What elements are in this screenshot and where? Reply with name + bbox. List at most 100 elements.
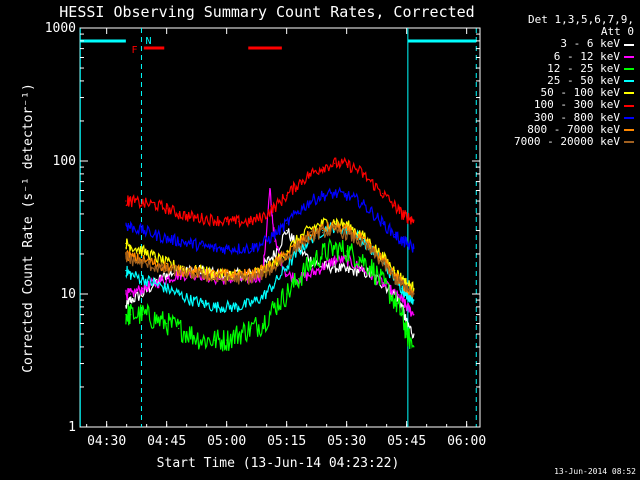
legend-entry: 7000 - 20000 keV (484, 135, 634, 148)
series-point (401, 240, 403, 242)
legend-swatch (624, 92, 634, 95)
series-lines (125, 156, 415, 352)
series-point (286, 222, 288, 224)
series-point (125, 269, 127, 272)
series-point (202, 339, 204, 341)
series-point (310, 228, 312, 230)
series-point (125, 314, 127, 316)
series-point (298, 245, 300, 247)
series-point (142, 314, 144, 316)
series-point (250, 302, 252, 304)
legend-label: 6 - 12 keV (553, 49, 620, 63)
series-point (154, 256, 156, 258)
series-line-6 (125, 186, 415, 256)
series-point (214, 247, 216, 250)
series-point (125, 242, 127, 245)
series-point (370, 266, 372, 268)
series-point (238, 247, 240, 250)
series-point (382, 282, 384, 285)
series-point (202, 217, 204, 220)
x-tick-label: 05:45 (387, 434, 426, 449)
series-point (274, 262, 276, 264)
series-point (406, 333, 408, 335)
series-point (142, 202, 144, 204)
series-point (334, 229, 336, 232)
legend-entry: 50 - 100 keV (484, 87, 634, 99)
series-point (310, 233, 312, 236)
legend-swatch (624, 141, 634, 144)
series-point (358, 269, 360, 272)
series-point (142, 250, 144, 252)
series-point (130, 299, 132, 301)
series-point (226, 247, 228, 250)
series-point (322, 266, 324, 268)
series-point (178, 269, 180, 272)
series-point (125, 256, 127, 258)
series-point (262, 296, 264, 298)
y-tick-label: 100 (53, 154, 76, 169)
series-point (130, 226, 132, 228)
series-point (401, 287, 403, 290)
legend-label: 12 - 25 keV (547, 61, 620, 75)
series-point (413, 299, 415, 301)
series-point (370, 210, 372, 212)
series-point (166, 207, 168, 210)
night-label: N (145, 36, 151, 47)
legend-entry: 800 - 7000 keV (484, 123, 634, 136)
series-point (214, 306, 216, 308)
series-point (166, 269, 168, 272)
series-point (125, 306, 127, 308)
series-point (322, 231, 324, 234)
legend-swatch (624, 43, 634, 46)
timestamp: 13-Jun-2014 08:52 (554, 467, 636, 476)
series-point (178, 240, 180, 242)
series-point (310, 273, 312, 276)
series-point (178, 213, 180, 215)
series-point (238, 333, 240, 335)
series-point (382, 262, 384, 264)
series-point (334, 192, 336, 195)
legend-label: 100 - 300 keV (533, 98, 620, 112)
series-point (401, 299, 403, 301)
legend-label: 3 - 6 keV (560, 37, 620, 51)
series-point (394, 273, 396, 276)
x-axis-label: Start Time (13-Jun-14 04:23:22) (157, 456, 400, 471)
x-tick-label: 06:00 (447, 434, 486, 449)
series-point (394, 205, 396, 207)
series-point (154, 282, 156, 285)
series-point (394, 269, 396, 272)
series-point (154, 262, 156, 264)
series-point (226, 221, 228, 223)
series-point (334, 162, 336, 164)
series-point (406, 216, 408, 218)
x-tick-label: 05:30 (327, 434, 366, 449)
series-point (125, 224, 127, 226)
series-point (322, 222, 324, 224)
series-point (274, 282, 276, 285)
series-point (322, 166, 324, 168)
legend-label: 25 - 50 keV (547, 74, 620, 88)
series-point (190, 273, 192, 276)
series-point (286, 229, 288, 232)
series-point (310, 173, 312, 175)
series-point (238, 306, 240, 308)
series-point (142, 262, 144, 264)
series-point (130, 314, 132, 316)
series-point (166, 262, 168, 264)
series-point (238, 221, 240, 223)
series-point (394, 293, 396, 295)
flare-label: F (131, 45, 137, 56)
series-point (401, 213, 403, 215)
series-point (274, 240, 276, 242)
series-point (166, 322, 168, 325)
series-point (286, 194, 288, 197)
legend-swatch (624, 128, 634, 131)
legend-header-line-2: Att 0 (600, 25, 634, 39)
series-point (250, 278, 252, 280)
series-point (166, 278, 168, 280)
series-point (190, 333, 192, 335)
series-point (190, 216, 192, 218)
legend-entry: 100 - 300 keV (484, 99, 634, 111)
series-point (310, 262, 312, 264)
series-point (406, 242, 408, 245)
